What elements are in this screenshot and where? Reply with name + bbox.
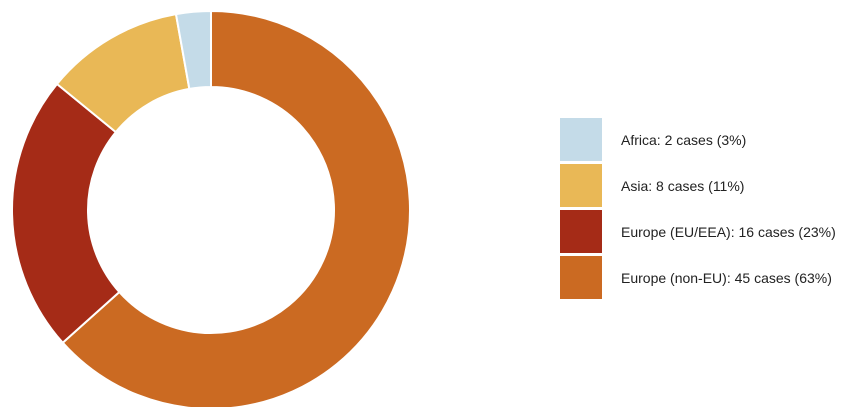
slice-europe-non-eu [61, 9, 411, 407]
slice-europe-eu-eea [11, 82, 121, 345]
legend-item-europe-non-eu: Europe (non-EU): 45 cases (63%) [560, 256, 836, 299]
legend-label-europe-non-eu: Europe (non-EU): 45 cases (63%) [621, 269, 832, 286]
legend-label-asia: Asia: 8 cases (11%) [621, 177, 745, 194]
legend-swatch-europe-eu-eea [560, 210, 602, 253]
legend-swatch-asia [560, 164, 602, 207]
legend: Africa: 2 cases (3%) Asia: 8 cases (11%)… [560, 118, 836, 302]
legend-label-europe-eu-eea: Europe (EU/EEA): 16 cases (23%) [621, 223, 836, 240]
legend-item-europe-eu-eea: Europe (EU/EEA): 16 cases (23%) [560, 210, 836, 253]
legend-swatch-africa [560, 118, 602, 161]
legend-item-asia: Asia: 8 cases (11%) [560, 164, 836, 207]
slice-africa [174, 9, 212, 91]
legend-swatch-europe-non-eu [560, 256, 602, 299]
legend-label-africa: Africa: 2 cases (3%) [621, 131, 747, 148]
legend-item-africa: Africa: 2 cases (3%) [560, 118, 836, 161]
